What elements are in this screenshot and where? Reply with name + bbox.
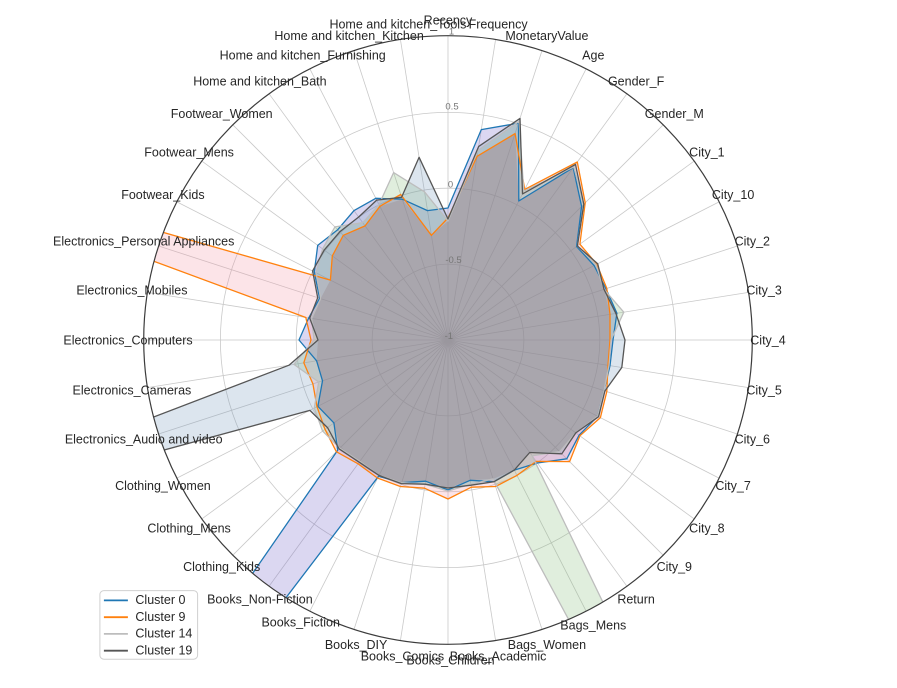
svg-text:Footwear_Mens: Footwear_Mens: [144, 145, 234, 159]
svg-text:Gender_F: Gender_F: [608, 75, 665, 89]
svg-text:City_6: City_6: [735, 432, 770, 446]
svg-text:Gender_M: Gender_M: [645, 107, 704, 121]
svg-text:Electronics_Cameras: Electronics_Cameras: [73, 384, 192, 398]
svg-text:Electronics_Audio and video: Electronics_Audio and video: [65, 432, 223, 446]
svg-text:Recency: Recency: [424, 14, 473, 28]
svg-text:Home and kitchen_Furnishing: Home and kitchen_Furnishing: [220, 48, 386, 62]
svg-text:-1: -1: [445, 331, 453, 342]
svg-text:Books_Non-Fiction: Books_Non-Fiction: [207, 592, 313, 606]
svg-text:Bags_Mens: Bags_Mens: [560, 619, 626, 633]
svg-text:0: 0: [448, 179, 453, 190]
svg-text:Books_Children: Books_Children: [406, 654, 494, 668]
svg-text:Cluster 0: Cluster 0: [135, 593, 185, 607]
svg-text:Home and kitchen_Kitchen: Home and kitchen_Kitchen: [274, 29, 423, 43]
svg-text:Footwear_Kids: Footwear_Kids: [121, 188, 204, 202]
svg-text:City_1: City_1: [689, 145, 724, 159]
svg-text:Cluster 9: Cluster 9: [135, 610, 185, 624]
svg-text:Home and kitchen_Tools: Home and kitchen_Tools: [329, 17, 466, 31]
svg-text:City_7: City_7: [715, 479, 750, 493]
svg-text:Books_DIY: Books_DIY: [325, 638, 388, 652]
svg-text:City_10: City_10: [712, 188, 754, 202]
svg-text:Electronics_Computers: Electronics_Computers: [63, 334, 192, 348]
svg-text:Electronics_Mobiles: Electronics_Mobiles: [76, 283, 187, 297]
svg-text:Electronics_Personal Appliance: Electronics_Personal Appliances: [53, 235, 234, 249]
svg-text:City_9: City_9: [657, 560, 692, 574]
svg-text:City_4: City_4: [750, 334, 785, 348]
svg-text:Frequency: Frequency: [469, 17, 529, 31]
svg-text:Bags_Women: Bags_Women: [508, 638, 586, 652]
svg-text:Return: Return: [617, 592, 655, 606]
svg-text:Books_Comics: Books_Comics: [361, 650, 444, 664]
svg-text:Age: Age: [582, 48, 604, 62]
svg-text:MonetaryValue: MonetaryValue: [505, 29, 588, 43]
svg-text:Home and kitchen_Bath: Home and kitchen_Bath: [193, 75, 326, 89]
svg-text:City_2: City_2: [735, 235, 770, 249]
svg-text:City_8: City_8: [689, 522, 724, 536]
svg-text:City_5: City_5: [746, 384, 781, 398]
svg-text:Clothing_Women: Clothing_Women: [115, 479, 211, 493]
svg-text:Books_Fiction: Books_Fiction: [261, 616, 340, 630]
svg-text:Books_Academic: Books_Academic: [450, 650, 547, 664]
svg-text:Footwear_Women: Footwear_Women: [171, 107, 273, 121]
svg-text:Clothing_Kids: Clothing_Kids: [183, 560, 260, 574]
svg-text:City_3: City_3: [746, 283, 781, 297]
svg-text:Clothing_Mens: Clothing_Mens: [147, 522, 230, 536]
svg-text:1: 1: [449, 26, 454, 37]
svg-text:-0.5: -0.5: [445, 255, 461, 266]
svg-text:0.5: 0.5: [445, 102, 458, 113]
svg-text:Cluster 14: Cluster 14: [135, 627, 192, 641]
svg-text:Cluster 19: Cluster 19: [135, 643, 192, 657]
